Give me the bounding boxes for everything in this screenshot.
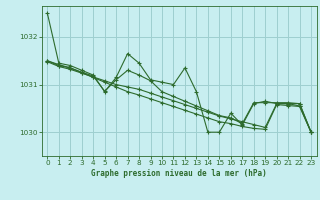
- X-axis label: Graphe pression niveau de la mer (hPa): Graphe pression niveau de la mer (hPa): [91, 169, 267, 178]
